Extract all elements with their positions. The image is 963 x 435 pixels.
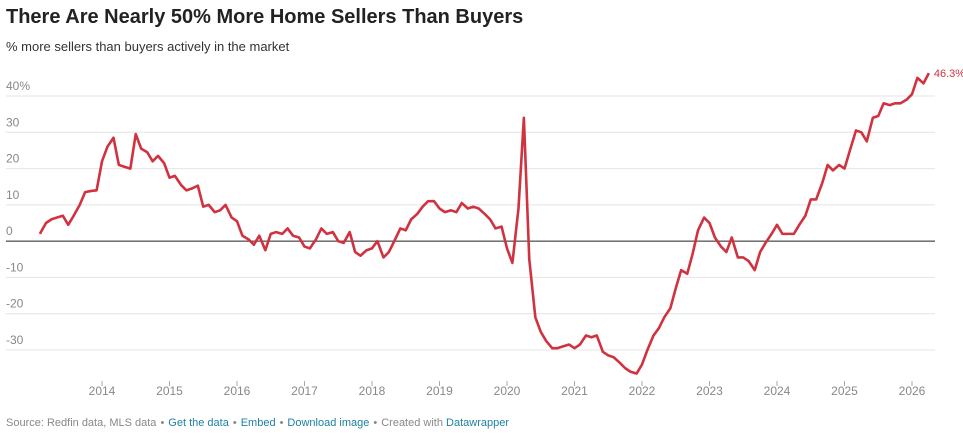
footer-link[interactable]: Datawrapper bbox=[446, 417, 510, 429]
x-tick-label: 2026 bbox=[899, 384, 926, 398]
footer-separator: • bbox=[279, 417, 284, 429]
x-tick-label: 2019 bbox=[426, 384, 453, 398]
y-tick-label: 40% bbox=[6, 79, 30, 93]
footer-separator: • bbox=[232, 417, 237, 429]
y-tick-label: -10 bbox=[6, 260, 24, 274]
x-tick-label: 2015 bbox=[156, 384, 183, 398]
y-tick-label: -20 bbox=[6, 297, 24, 311]
x-tick-label: 2025 bbox=[831, 384, 858, 398]
footer-separator: • bbox=[160, 417, 165, 429]
footer-link[interactable]: Embed bbox=[240, 417, 276, 429]
x-tick-label: 2017 bbox=[291, 384, 318, 398]
x-tick-label: 2024 bbox=[764, 384, 791, 398]
y-tick-label: 30 bbox=[6, 115, 20, 129]
data-line bbox=[38, 72, 931, 375]
y-tick-label: -30 bbox=[6, 333, 24, 347]
footer-text: Created with bbox=[381, 417, 443, 429]
footer-link[interactable]: Get the data bbox=[168, 417, 229, 429]
x-tick-label: 2014 bbox=[89, 384, 116, 398]
x-tick-label: 2020 bbox=[494, 384, 521, 398]
footer-separator: • bbox=[373, 417, 378, 429]
y-tick-label: 0 bbox=[6, 224, 13, 238]
x-tick-label: 2023 bbox=[696, 384, 723, 398]
chart-subtitle: % more sellers than buyers actively in t… bbox=[6, 39, 290, 54]
value-label: 46.3% bbox=[934, 68, 963, 80]
footer: Source: Redfin data, MLS data • Get the da… bbox=[6, 417, 509, 429]
footer-text: Source: Redfin data, MLS data bbox=[6, 417, 157, 429]
x-tick-label: 2022 bbox=[629, 384, 656, 398]
x-tick-label: 2021 bbox=[561, 384, 588, 398]
chart: There Are Nearly 50% More Home Sellers T… bbox=[6, 6, 963, 398]
y-tick-label: 20 bbox=[6, 152, 20, 166]
y-tick-label: 10 bbox=[6, 188, 20, 202]
x-tick-label: 2018 bbox=[359, 384, 386, 398]
x-tick-label: 2016 bbox=[224, 384, 251, 398]
chart-title: There Are Nearly 50% More Home Sellers T… bbox=[6, 6, 523, 28]
footer-link[interactable]: Download image bbox=[287, 417, 370, 429]
